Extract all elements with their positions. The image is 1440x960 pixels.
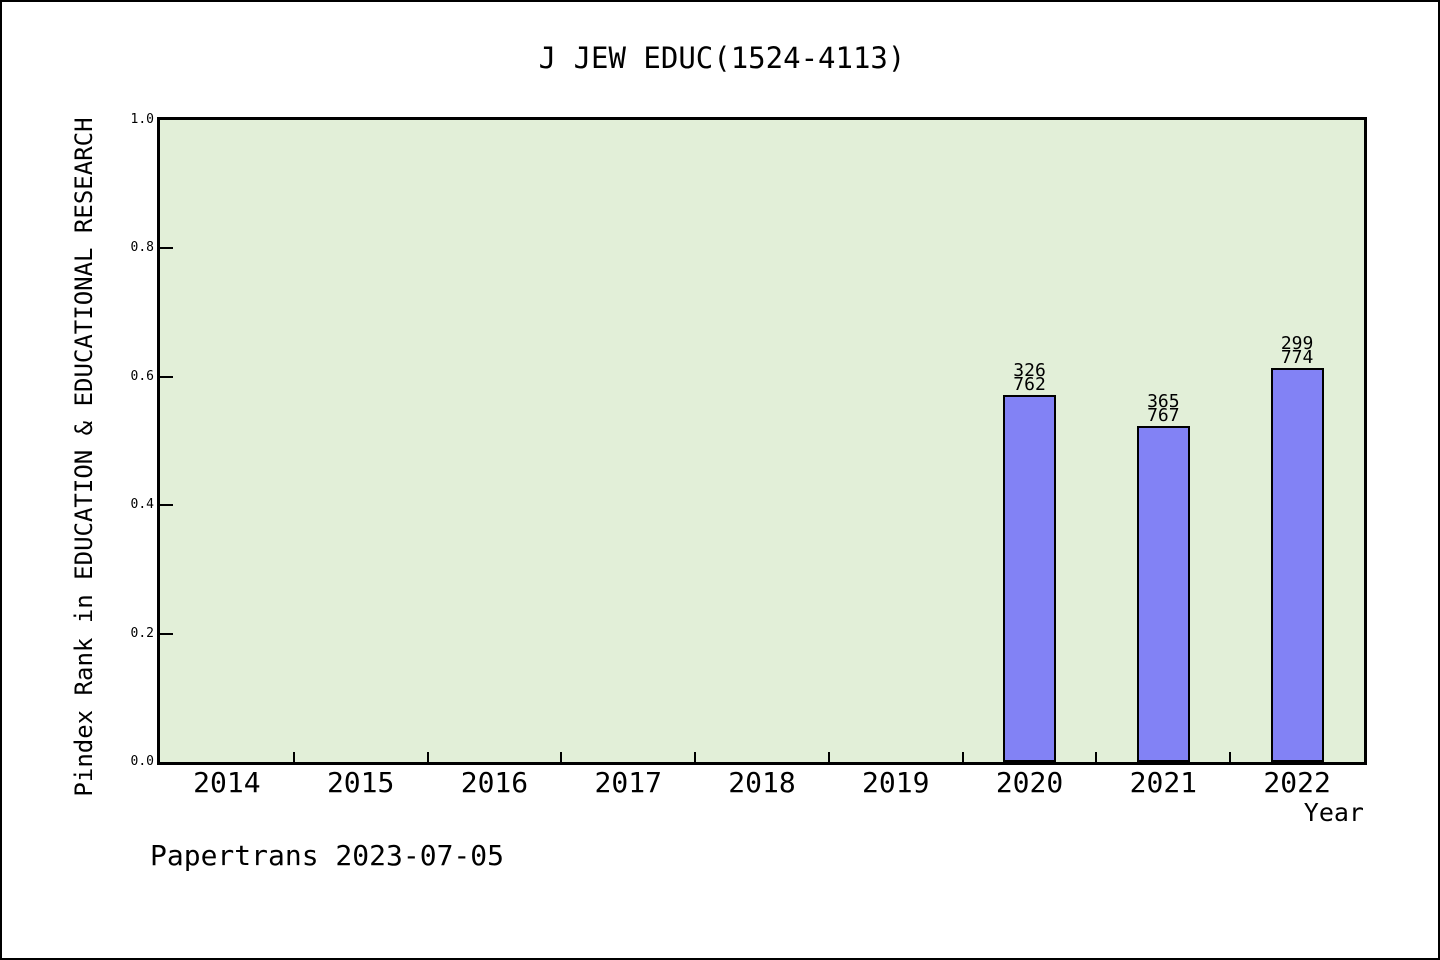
bar-value-line: 774 xyxy=(1280,347,1314,368)
bar-2022 xyxy=(1271,368,1324,762)
x-tick-label: 2015 xyxy=(326,766,395,799)
bar-2021 xyxy=(1137,426,1190,762)
y-tick-label: 0.2 xyxy=(130,625,154,641)
x-tick xyxy=(426,752,429,762)
y-tick-label: 1.0 xyxy=(130,112,154,127)
y-tick-label: 0.0 xyxy=(130,754,154,769)
x-tick xyxy=(560,752,563,762)
x-tick-label: 2017 xyxy=(594,766,662,799)
x-tick xyxy=(1095,752,1098,762)
x-tick-label: 2021 xyxy=(1129,766,1198,799)
bar-value-line: 767 xyxy=(1147,405,1180,426)
x-tick xyxy=(292,752,295,762)
y-tick xyxy=(160,247,173,250)
y-tick xyxy=(160,375,173,378)
y-tick-label: 0.8 xyxy=(130,240,154,256)
x-tick-label: 2022 xyxy=(1263,766,1331,799)
bar-value-line: 326 xyxy=(1013,360,1046,381)
y-tick xyxy=(160,632,173,635)
bar-2020 xyxy=(1003,395,1056,762)
bar-value-label-2021: 365 767 xyxy=(1103,391,1223,426)
y-tick-label: 0.6 xyxy=(130,368,154,384)
x-tick-label: 2016 xyxy=(460,766,529,799)
x-axis-label: Year xyxy=(1303,798,1364,827)
bar-value-line: 299 xyxy=(1280,333,1314,354)
x-tick xyxy=(827,752,830,762)
bar-value-line: 365 xyxy=(1147,391,1180,412)
y-tick xyxy=(160,504,173,507)
x-tick xyxy=(1229,752,1232,762)
x-tick-label: 2019 xyxy=(862,766,930,799)
y-tick-label: 0.4 xyxy=(130,497,154,513)
bar-value-label-2020: 326 762 xyxy=(970,360,1090,395)
x-tick-label: 2018 xyxy=(728,766,796,799)
x-tick-label: 2020 xyxy=(995,766,1064,799)
footer-watermark: Papertrans 2023-07-05 xyxy=(150,839,505,872)
bar-value-line: 762 xyxy=(1013,374,1046,395)
x-tick xyxy=(961,752,964,762)
x-tick xyxy=(694,752,697,762)
bar-value-label-2022: 299 774 xyxy=(1237,333,1357,368)
x-tick-label: 2014 xyxy=(193,766,261,799)
chart-title: J JEW EDUC(1524-4113) xyxy=(538,41,906,75)
y-axis-label: Pindex Rank in EDUCATION & EDUCATIONAL R… xyxy=(70,117,98,797)
